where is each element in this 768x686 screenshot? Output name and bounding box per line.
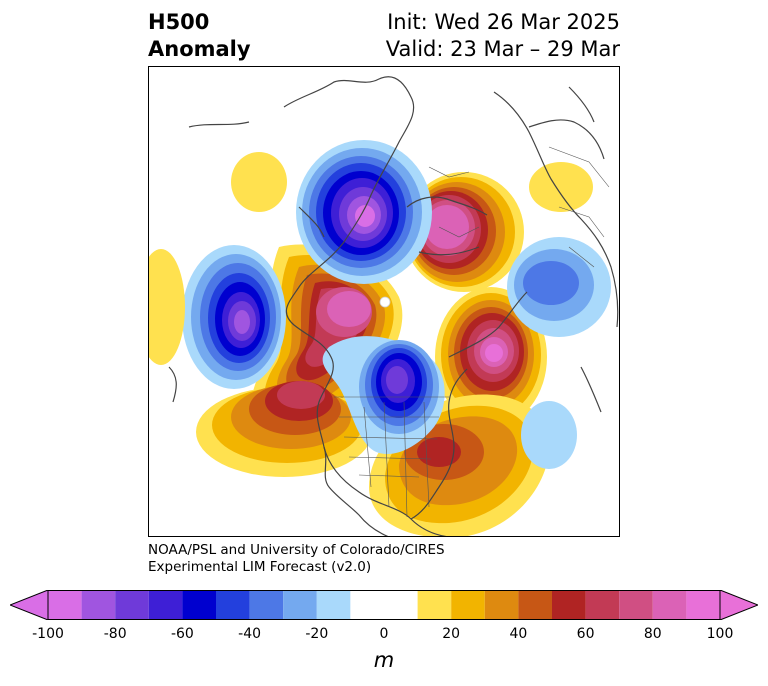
colorbar-bin [283,590,317,620]
ridge-eastpacific [196,381,372,477]
colorbar-bin [48,590,82,620]
trough-westpacific [182,245,286,389]
coastlines [168,76,619,536]
pole-marker [379,296,391,308]
colorbar-tick-label: 20 [442,626,461,642]
colorbar-bin [417,590,452,620]
ridge-west-edge [149,249,185,365]
colorbar-tick-label: 60 [576,626,595,642]
ridge-arctic [404,172,524,292]
title-variable: H500 [148,10,210,34]
political-borders [334,146,610,518]
colorbar-tick-label: -60 [170,626,194,642]
init-date: Init: Wed 26 Mar 2025 [387,10,620,34]
valid-range: Valid: 23 Mar – 29 Mar [385,37,620,61]
colorbar-bin [484,590,519,620]
colorbar-bin [115,590,149,620]
colorbar-tick-label: -80 [103,626,127,642]
chart-title: H500 Anomaly [148,9,251,63]
ridge-siberia [231,152,287,212]
colorbar-bin [350,590,418,620]
colorbar-bin [81,590,116,620]
colorbar-bin [182,590,216,620]
colorbar-tick-label: -20 [305,626,329,642]
colorbar-bin [249,590,284,620]
title-anomaly: Anomaly [148,37,251,61]
trough-arctic [296,140,432,284]
colorbar-tick-label: 40 [509,626,528,642]
colorbar-bin [619,590,653,620]
credit-line1: NOAA/PSL and University of Colorado/CIRE… [148,542,445,558]
trough-subtropical [521,401,577,469]
colorbar-unit: m [373,648,395,672]
colorbar-tick-label: -40 [238,626,262,642]
anomaly-map [148,66,620,537]
credit-text: NOAA/PSL and University of Colorado/CIRE… [148,542,445,576]
colorbar-bin [585,590,620,620]
colorbar [10,590,758,620]
forecast-dates: Init: Wed 26 Mar 2025 Valid: 23 Mar – 29… [386,9,620,63]
colorbar-ticks: -100 -80 -60 -40 -20 0 20 40 60 80 100 [0,626,768,646]
trough-europe [507,237,611,337]
ridge-asia [529,162,593,212]
colorbar-bin [518,590,552,620]
colorbar-over-arrow [719,590,758,620]
colorbar-bin [552,590,586,620]
trough-canada [322,336,445,455]
ridge-atlantic [435,287,547,427]
map-svg [149,67,619,536]
colorbar-under-arrow [10,590,49,620]
colorbar-tick-label: 0 [379,626,389,642]
credit-line2: Experimental LIM Forecast (v2.0) [148,559,372,575]
colorbar-tick-label: 80 [643,626,662,642]
colorbar-outline [47,590,721,620]
colorbar-tick-label: -100 [32,626,64,642]
colorbar-tick-label: 100 [706,626,734,642]
colorbar-bin [686,590,720,620]
colorbar-bin [216,590,250,620]
colorbar-bin [451,590,485,620]
colorbar-bin [652,590,687,620]
colorbar-bin [316,590,351,620]
colorbar-bin [148,590,183,620]
